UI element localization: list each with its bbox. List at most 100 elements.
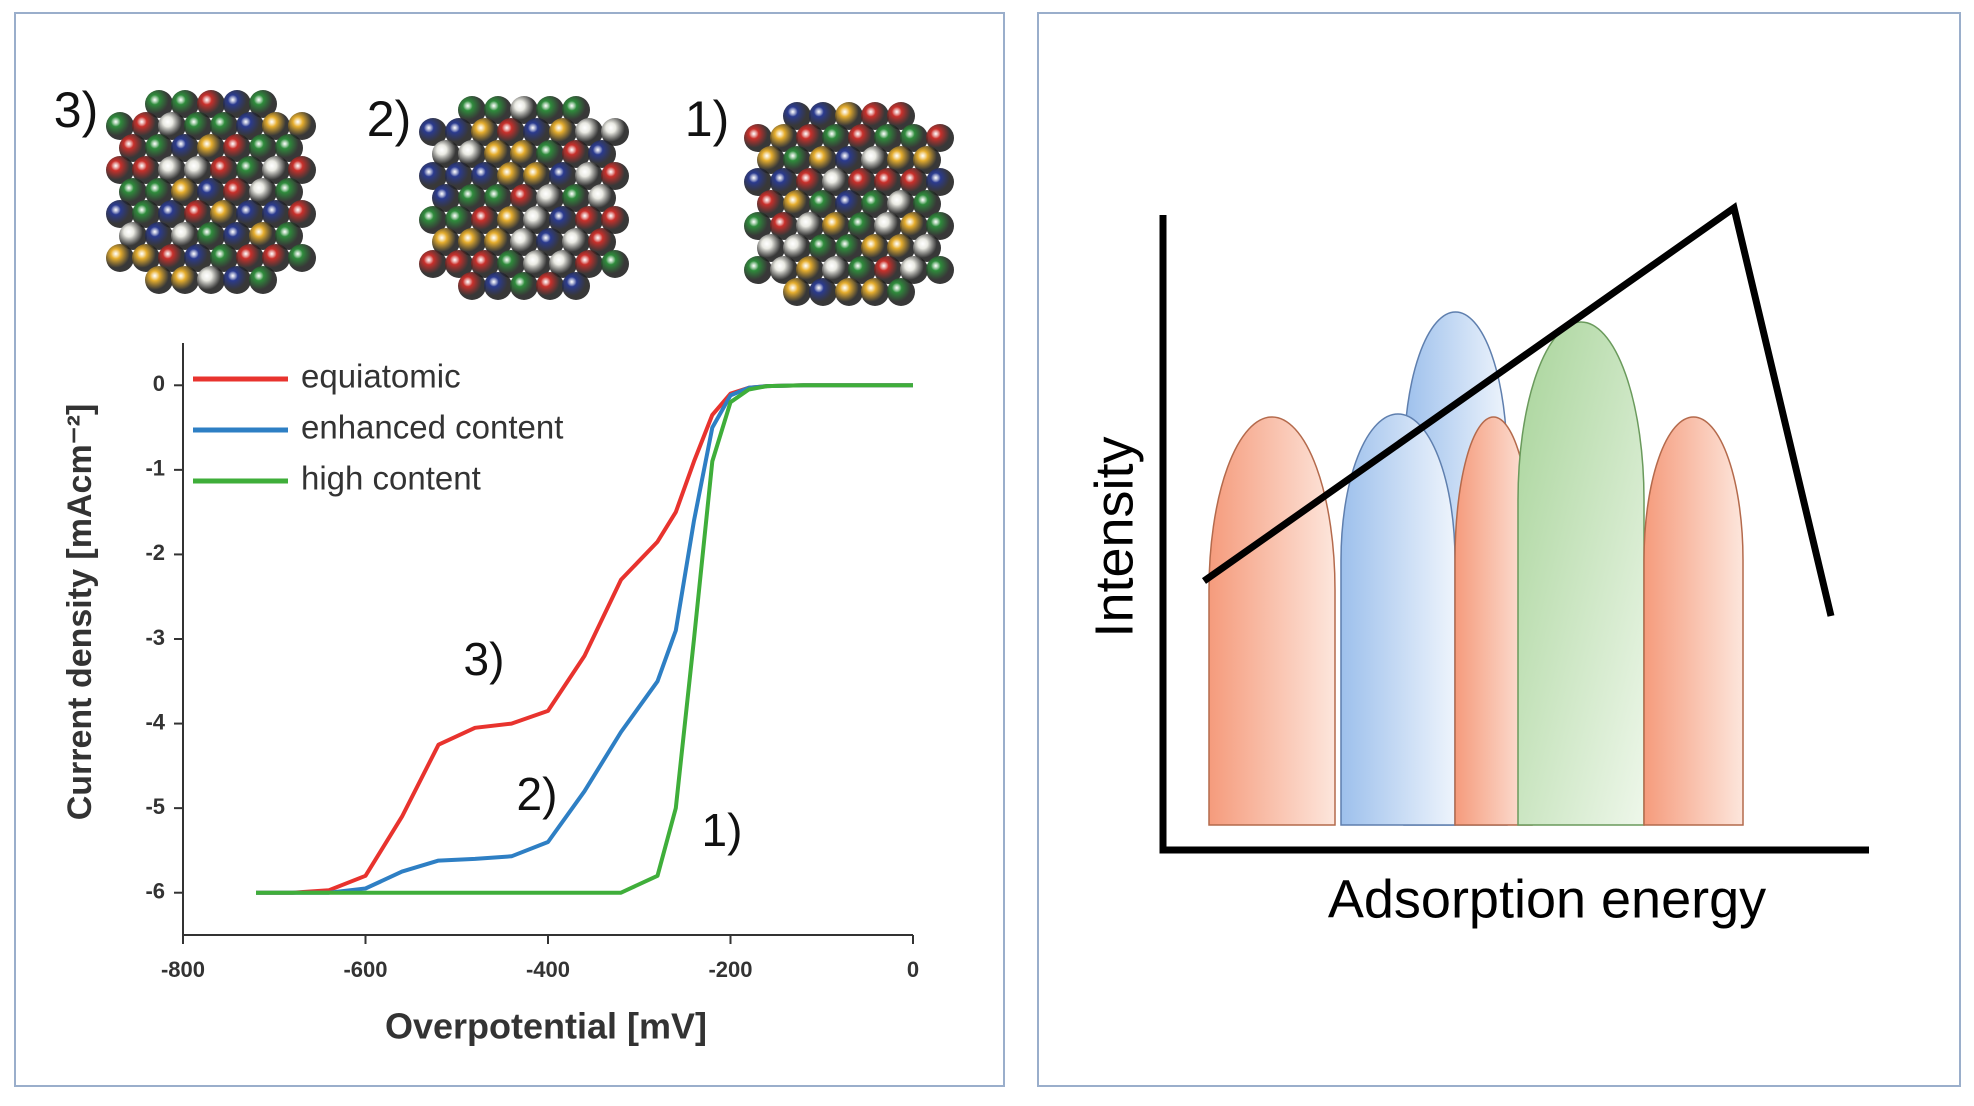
atom	[770, 124, 798, 152]
atom	[835, 102, 863, 130]
atom	[106, 200, 134, 228]
chart: -800 -600 -400 -200 0 0 -1 -2 -3 -4 -5 -6 Overpotent…	[61, 343, 919, 1047]
atom	[562, 272, 590, 300]
x-axis-label: Overpotential [mV]	[385, 1006, 707, 1047]
atom	[236, 200, 264, 228]
atom	[510, 140, 538, 168]
atom	[926, 168, 954, 196]
atom	[822, 168, 850, 196]
atom	[887, 234, 915, 262]
atom	[900, 212, 928, 240]
atom	[887, 146, 915, 174]
y-tick-label: 0	[153, 371, 165, 396]
atom	[835, 190, 863, 218]
particle-label: 3)	[54, 82, 98, 138]
atom	[210, 244, 238, 272]
atom	[419, 206, 447, 234]
left-panel	[14, 12, 1005, 1087]
atom	[809, 102, 837, 130]
atom	[874, 212, 902, 240]
atom	[861, 278, 889, 306]
atom	[809, 278, 837, 306]
atom	[184, 200, 212, 228]
atom	[171, 222, 199, 250]
atom	[145, 266, 173, 294]
atom	[445, 118, 473, 146]
atom	[223, 178, 251, 206]
atom	[288, 112, 316, 140]
atom	[445, 206, 473, 234]
atom	[523, 206, 551, 234]
atom	[835, 146, 863, 174]
atom	[145, 134, 173, 162]
y-tick-label: -4	[145, 709, 165, 734]
atom	[132, 244, 160, 272]
atom	[106, 156, 134, 184]
nanoparticle	[419, 96, 629, 300]
atom	[445, 162, 473, 190]
atom	[158, 112, 186, 140]
atom	[236, 156, 264, 184]
atom	[223, 266, 251, 294]
particle-label: 2)	[367, 91, 411, 147]
y-axis-label: Current density [mAcm⁻²]	[61, 404, 99, 821]
atom	[822, 256, 850, 284]
atom	[926, 124, 954, 152]
atom	[874, 124, 902, 152]
atom	[145, 178, 173, 206]
x-tick-label: 0	[907, 957, 919, 982]
x-axis-label: Adsorption energy	[1328, 869, 1766, 929]
y-axis-label: Intensity	[1084, 436, 1144, 637]
annotation: 2)	[517, 768, 558, 820]
atom	[588, 184, 616, 212]
atom	[510, 96, 538, 124]
atom	[861, 146, 889, 174]
atom	[432, 140, 460, 168]
atom	[757, 190, 785, 218]
x-tick-label: -600	[343, 957, 387, 982]
atom	[223, 134, 251, 162]
right-panel	[1037, 12, 1961, 1087]
atom	[783, 234, 811, 262]
atom	[262, 244, 290, 272]
atom	[471, 162, 499, 190]
y-tick-label: -5	[145, 794, 165, 819]
atom	[262, 200, 290, 228]
atom	[484, 140, 512, 168]
legend-label: equiatomic	[301, 358, 461, 395]
atom	[900, 168, 928, 196]
atom	[119, 134, 147, 162]
atom	[757, 234, 785, 262]
atom	[783, 146, 811, 174]
atom	[510, 228, 538, 256]
atom	[432, 184, 460, 212]
atom	[809, 234, 837, 262]
atom	[458, 272, 486, 300]
atom	[783, 190, 811, 218]
atom	[796, 212, 824, 240]
atom	[275, 222, 303, 250]
atom	[419, 118, 447, 146]
x-tick-label: -200	[708, 957, 752, 982]
atom	[432, 228, 460, 256]
atom	[471, 250, 499, 278]
atom	[158, 156, 186, 184]
atom	[601, 162, 629, 190]
atom	[848, 256, 876, 284]
atom	[783, 278, 811, 306]
atom	[887, 278, 915, 306]
atom	[744, 168, 772, 196]
peak	[1340, 413, 1456, 826]
trend-line	[1201, 202, 1835, 617]
atom	[900, 124, 928, 152]
atom	[887, 102, 915, 130]
atom	[223, 222, 251, 250]
atom	[861, 102, 889, 130]
atom	[744, 124, 772, 152]
atom	[458, 184, 486, 212]
atom	[171, 266, 199, 294]
particle-label: 1)	[685, 91, 729, 147]
atom	[497, 206, 525, 234]
atom	[171, 134, 199, 162]
atom	[419, 162, 447, 190]
